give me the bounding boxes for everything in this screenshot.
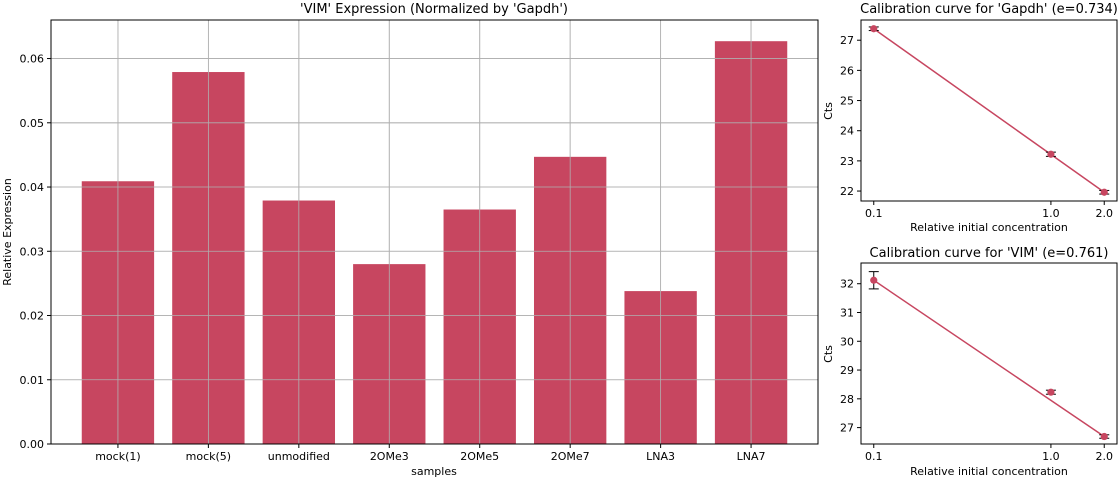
y-tick-label: 0.00 bbox=[20, 438, 45, 451]
y-tick-label: 25 bbox=[840, 95, 854, 108]
gapdh-x-label: Relative initial concentration bbox=[910, 221, 1068, 234]
y-tick-label: 0.06 bbox=[20, 53, 45, 66]
vim-x-label: Relative initial concentration bbox=[910, 465, 1068, 478]
y-tick-label: 0.02 bbox=[20, 310, 45, 323]
bar-chart-y-label: Relative Expression bbox=[1, 178, 14, 286]
vim-frame bbox=[860, 262, 1118, 445]
data-point bbox=[870, 276, 878, 284]
y-tick-label: 28 bbox=[840, 393, 854, 406]
bar-chart-frame bbox=[50, 19, 819, 445]
y-tick-label: 0.01 bbox=[20, 374, 45, 387]
fit-line bbox=[873, 28, 1105, 193]
data-point bbox=[1047, 150, 1055, 158]
x-tick-label: mock(5) bbox=[186, 450, 231, 463]
vim-calibration-title: Calibration curve for 'VIM' (e=0.761) bbox=[870, 246, 1109, 261]
bar-chart-x-ticks: mock(1) mock(5) unmodified 2OMe3 2OMe5 2OMe7 L… bbox=[95, 444, 766, 463]
bar-chart-bars bbox=[51, 20, 818, 445]
y-tick-label: 27 bbox=[840, 34, 854, 47]
y-tick-label: 27 bbox=[840, 422, 854, 435]
x-tick-label: 2.0 bbox=[1095, 450, 1113, 463]
x-tick-label: LNA7 bbox=[737, 450, 766, 463]
bar-chart-y-ticks: 0.00 0.01 0.02 0.03 0.04 0.05 0.06 bbox=[20, 53, 51, 451]
x-tick-label: mock(1) bbox=[95, 450, 140, 463]
x-tick-label: 0.1 bbox=[865, 207, 883, 220]
vim-x-ticks: 0.1 1.0 2.0 bbox=[865, 444, 1113, 463]
bar-chart-title: 'VIM' Expression (Normalized by 'Gapdh') bbox=[300, 2, 568, 17]
x-tick-label: 2OMe7 bbox=[551, 450, 590, 463]
y-tick-label: 22 bbox=[840, 185, 854, 198]
y-tick-label: 24 bbox=[840, 125, 854, 138]
vim-fit-line bbox=[873, 279, 1105, 438]
gapdh-y-ticks: 22 23 24 25 26 27 bbox=[840, 34, 861, 198]
y-tick-label: 23 bbox=[840, 155, 854, 168]
y-tick-label: 0.04 bbox=[20, 181, 45, 194]
data-point bbox=[1100, 432, 1108, 441]
data-point bbox=[1100, 188, 1108, 196]
axes-frame bbox=[860, 262, 1118, 445]
vim-data-points bbox=[868, 271, 1110, 441]
data-point bbox=[1047, 388, 1055, 396]
bar-chart-panel: 'VIM' Expression (Normalized by 'Gapdh')… bbox=[1, 2, 819, 478]
x-tick-label: LNA3 bbox=[646, 450, 675, 463]
bar-chart-x-label: samples bbox=[411, 465, 457, 478]
x-tick-label: 2OMe5 bbox=[460, 450, 499, 463]
fit-line bbox=[873, 279, 1105, 438]
y-tick-label: 32 bbox=[840, 278, 854, 291]
y-tick-label: 30 bbox=[840, 335, 854, 348]
x-tick-label: 1.0 bbox=[1042, 207, 1060, 220]
gapdh-x-ticks: 0.1 1.0 2.0 bbox=[865, 201, 1113, 220]
y-tick-label: 31 bbox=[840, 306, 854, 319]
gapdh-fit-line bbox=[873, 28, 1105, 193]
vim-y-ticks: 27 28 29 30 31 32 bbox=[840, 278, 861, 435]
data-point bbox=[870, 25, 878, 33]
y-tick-label: 0.03 bbox=[20, 245, 45, 258]
x-tick-label: 0.1 bbox=[865, 450, 883, 463]
gapdh-calibration-title: Calibration curve for 'Gapdh' (e=0.734) bbox=[860, 2, 1118, 17]
x-tick-label: 2OMe3 bbox=[370, 450, 409, 463]
x-tick-label: unmodified bbox=[268, 450, 330, 463]
x-tick-label: 2.0 bbox=[1095, 207, 1113, 220]
y-tick-label: 26 bbox=[840, 64, 854, 77]
vim-y-label: Cts bbox=[822, 345, 835, 363]
x-tick-label: 1.0 bbox=[1042, 450, 1060, 463]
gapdh-calibration-panel: Calibration curve for 'Gapdh' (e=0.734) … bbox=[822, 2, 1118, 234]
vim-calibration-panel: Calibration curve for 'VIM' (e=0.761) 27… bbox=[822, 246, 1118, 478]
gapdh-y-label: Cts bbox=[822, 102, 835, 120]
y-tick-label: 29 bbox=[840, 364, 854, 377]
gapdh-frame bbox=[860, 19, 1118, 202]
y-tick-label: 0.05 bbox=[20, 117, 45, 130]
bar-chart-grid bbox=[51, 20, 818, 445]
axes-frame bbox=[860, 19, 1118, 202]
axes-frame bbox=[50, 19, 819, 445]
gapdh-data-points bbox=[868, 25, 1110, 196]
